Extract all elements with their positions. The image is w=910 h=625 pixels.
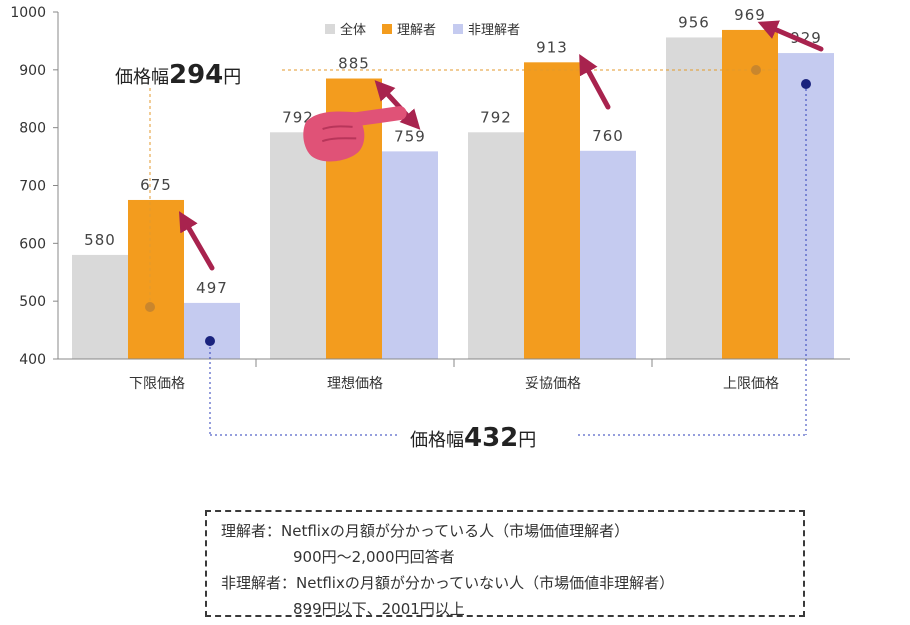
y-tick-label: 600	[19, 236, 46, 252]
bar	[524, 62, 580, 359]
data-label: 969	[734, 6, 766, 24]
data-label: 497	[196, 279, 228, 297]
bar	[468, 132, 524, 359]
y-tick-label: 1000	[10, 5, 46, 21]
y-tick-label: 400	[19, 352, 46, 368]
y-tick-label: 500	[19, 294, 46, 310]
legend-label: 非理解者	[468, 23, 520, 38]
bar	[72, 254, 128, 359]
arrow	[374, 80, 421, 130]
y-tick-label: 900	[19, 63, 46, 79]
data-label: 956	[678, 13, 710, 31]
data-label: 792	[480, 108, 512, 126]
data-label: 675	[140, 176, 172, 194]
legend-swatch	[382, 24, 392, 34]
range-marker-dot	[145, 302, 155, 312]
bar	[580, 150, 636, 359]
arrow	[757, 20, 824, 52]
legend-label: 理解者	[397, 23, 436, 38]
data-label: 580	[84, 231, 116, 249]
bar	[382, 151, 438, 359]
data-label: 760	[592, 127, 624, 145]
price-range-chart: 400 500 600 700 800 900 1000 下限価格 理想価格 妥協価格 上限価格 58…	[10, 5, 850, 453]
data-label: 929	[790, 29, 822, 47]
legend-swatch	[325, 24, 335, 34]
x-tick-label: 妥協価格	[525, 376, 581, 392]
bar	[128, 199, 184, 359]
bar	[270, 132, 326, 359]
range-label-bottom: 価格幅432円	[410, 423, 536, 453]
x-tick-label: 上限価格	[723, 376, 779, 392]
range-label-top: 価格幅294円	[115, 60, 241, 90]
range-marker-dot	[205, 336, 215, 346]
note-line-non-understanders: 非理解者：Netflixの月額が分かっていない人（市場価値非理解者）	[221, 574, 675, 592]
data-label: 759	[394, 127, 426, 145]
legend-swatch	[453, 24, 463, 34]
data-label: 913	[536, 38, 568, 56]
data-label: 792	[282, 108, 314, 126]
x-tick-label: 下限価格	[129, 376, 185, 392]
note-line-understanders: 理解者：Netflixの月額が分かっている人（市場価値理解者）	[221, 522, 630, 540]
definition-note-box: 理解者：Netflixの月額が分かっている人（市場価値理解者） 900円～2,0…	[205, 510, 805, 618]
legend-label: 全体	[340, 22, 366, 38]
bar	[666, 37, 722, 360]
data-label: 885	[338, 55, 370, 73]
y-tick-label: 700	[19, 179, 46, 195]
bar	[778, 53, 834, 359]
note-line-non-understanders-range: 899円以下、2001円以上	[293, 600, 465, 618]
pointing-hand-icon	[303, 106, 407, 162]
note-line-understanders-range: 900円～2,000円回答者	[293, 548, 455, 566]
x-tick-label: 理想価格	[327, 376, 383, 392]
range-marker-dot	[751, 65, 761, 75]
bar	[722, 29, 778, 359]
arrow	[178, 211, 215, 271]
bar	[184, 302, 240, 359]
range-marker-dot	[801, 79, 811, 89]
arrow	[579, 53, 611, 110]
y-tick-label: 800	[19, 121, 46, 137]
